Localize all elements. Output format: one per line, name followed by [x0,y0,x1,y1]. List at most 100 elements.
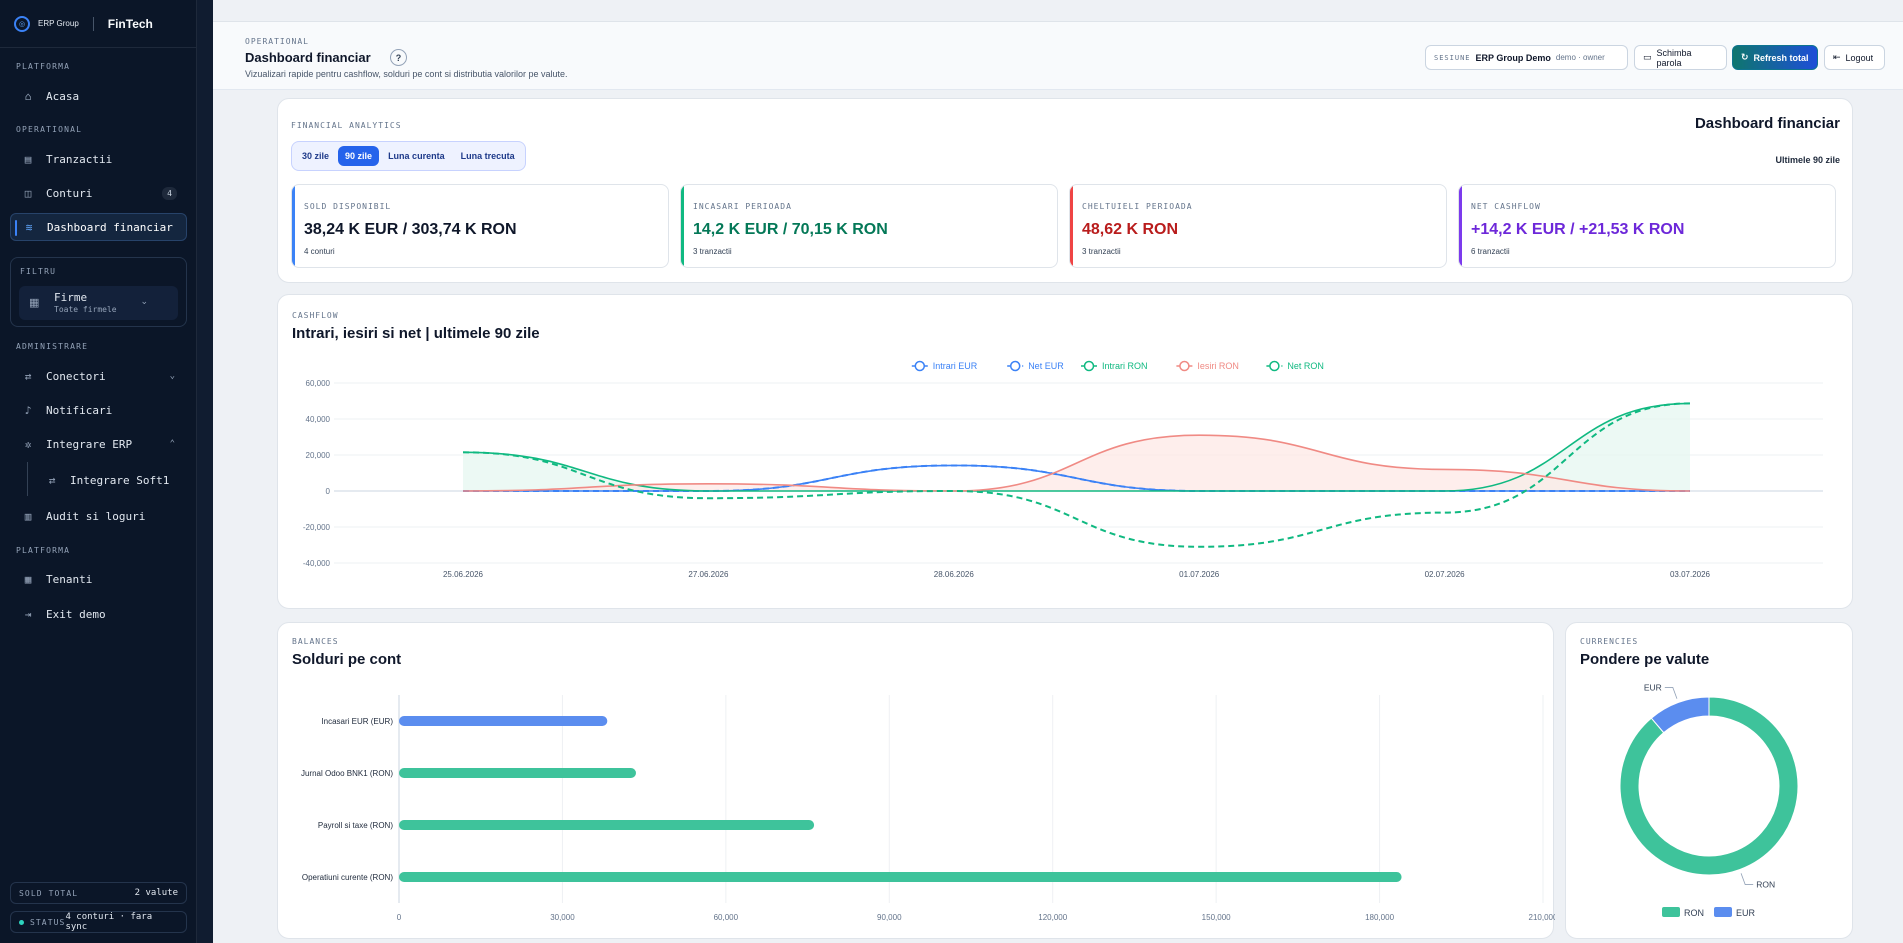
balances-title: Solduri pe cont [292,651,402,668]
session-chip: SESIUNE ERP Group Demo demo · owner [1425,45,1628,70]
legend-label: Net EUR [1028,361,1064,371]
kpi-value: 38,24 K EUR / 303,74 K RON [304,221,517,238]
kpi-sub: 3 tranzactii [1082,247,1121,256]
nav-item-tranzactii[interactable]: ▤ Tranzactii [10,145,187,173]
building-icon: ▦ [29,297,40,309]
network-icon: ✲ [24,437,32,451]
x-tick-label: 03.07.2026 [1670,570,1711,579]
cashflow-chart: 60,000 40,000 20,000 0 -20,000 -40,000 25.06.2… [303,360,1823,579]
period-option[interactable]: 30 zile [302,151,330,161]
donut-leader-line [1740,873,1754,885]
legend-label: EUR [1736,908,1756,918]
home-icon: ⌂ [24,89,32,103]
logout-button[interactable]: ⇤ Logout [1824,45,1885,70]
kpi-card: SOLD DISPONIBIL 38,24 K EUR / 303,74 K R… [291,184,669,268]
brand[interactable]: ◎ ERP Group FinTech [0,0,196,48]
x-tick-label: 210,000 [1529,913,1555,922]
select-title: Firme [54,291,88,304]
select-subtitle: Toate firmele [54,305,117,314]
bar-category-label: Incasari EUR (EUR) [321,717,393,726]
bar [399,820,815,830]
donut-slice-label: EUR [1644,682,1662,692]
analytics-card: FINANCIAL ANALYTICS Dashboard financiar … [277,98,1853,283]
nav-item-acasa[interactable]: ⌂ Acasa [10,82,187,110]
legend-item: Intrari RON [1081,360,1148,372]
currencies-card: CURRENCIES Pondere pe valute RON EUR RON EU… [1565,622,1853,939]
receipt-icon: ▤ [24,152,32,166]
x-tick-label: 60,000 [714,913,739,922]
legend-label: Iesiri RON [1197,361,1239,371]
cashflow-title: Intrari, iesiri si net | ultimele 90 zil… [292,325,540,342]
nav-label: Notificari [46,403,113,417]
kpi-value: +14,2 K EUR / +21,53 K RON [1471,221,1685,238]
x-tick-label: 0 [397,913,402,922]
session-role: demo · owner [1555,53,1605,62]
chevron-down-icon: ⌄ [169,371,175,381]
period-option[interactable]: Luna curenta [388,151,445,161]
kpi-card: NET CASHFLOW +14,2 K EUR / +21,53 K RON … [1458,184,1836,268]
nav-label: Acasa [46,89,80,103]
change-password-button[interactable]: ▭ Schimba parola [1634,45,1727,70]
series-line-net-ron [462,402,1691,548]
nav-label: Conectori [46,369,106,383]
top-strip [213,0,1903,22]
status-label: STATUS [29,917,66,927]
nav-item-integrare-erp[interactable]: ✲ Integrare ERP ⌃ [10,430,187,458]
bar [399,872,1402,882]
nav-label: Tranzactii [46,152,113,166]
company-select[interactable]: ▦ Firme Toate firmele ⌄ [19,286,178,320]
nav-item-conturi[interactable]: ◫ Conturi 4 [10,179,187,207]
nav-label: Conturi [46,186,93,200]
status-panel: STATUS 4 conturi · fara sync [10,911,187,933]
sidebar-gutter [197,0,213,943]
legend-item: Iesiri RON [1176,360,1239,372]
nav-item-notificari[interactable]: ♪ Notificari [10,396,187,424]
balances-chart: 0 30,000 60,000 90,000 120,000 150,000 180,000… [301,695,1555,922]
bell-icon: ♪ [24,403,32,417]
nav-item-conectori[interactable]: ⇄ Conectori ⌄ [10,362,187,390]
kpi-accent [681,185,684,267]
cashflow-card: CASHFLOW Intrari, iesiri si net | ultime… [277,294,1853,609]
chevron-up-icon: ⌃ [169,439,175,449]
donut-slice-label: RON [1756,880,1775,890]
analytics-eyebrow: FINANCIAL ANALYTICS [291,121,402,130]
period-option-active[interactable]: 90 zile [338,146,380,166]
kpi-value: 48,62 K RON [1082,221,1179,238]
kpi-card: INCASARI PERIOADA 14,2 K EUR / 70,15 K R… [680,184,1058,268]
x-tick-label: 90,000 [877,913,902,922]
nav-item-integrare-soft1[interactable]: ⇄ Integrare Soft1 [34,466,187,494]
section-operational: OPERATIONAL [16,125,83,134]
legend-swatch-marker [1083,360,1095,372]
x-tick-label: 180,000 [1365,913,1394,922]
nav-item-tenanti[interactable]: ▦ Tenanti [10,565,187,593]
period-selector: 30 zile 90 zile Luna curenta Luna trecut… [291,141,526,171]
legend-swatch [1714,907,1732,917]
count-badge: 4 [162,186,177,200]
nav-item-dashboard[interactable]: ≋ Dashboard financiar [10,213,187,241]
legend-swatch-marker [1269,360,1280,372]
kpi-value: 14,2 K EUR / 70,15 K RON [693,221,888,238]
refresh-icon: ↻ [1741,52,1749,62]
page-header: OPERATIONAL Dashboard financiar ? Vizual… [213,22,1903,90]
help-icon[interactable]: ? [390,49,407,66]
legend-swatch-marker [914,360,926,372]
bar [399,768,636,778]
nav-item-audit[interactable]: ▥ Audit si loguri [10,502,187,530]
y-tick-label: -20,000 [303,523,331,532]
period-option[interactable]: Luna trecuta [460,151,515,161]
refresh-button[interactable]: ↻ Refresh total [1732,45,1818,70]
series-line-net-eur [463,464,1690,492]
nav-label: Audit si loguri [46,509,146,523]
page-description: Vizualizari rapide pentru cashflow, sold… [245,69,568,79]
kpi-accent [1070,185,1073,267]
legend-label: Net RON [1287,361,1324,371]
chart-icon: ≋ [25,220,33,234]
logout-label: Logout [1845,52,1874,63]
legend-label: Intrari EUR [933,361,978,371]
balances-eyebrow: BALANCES [292,637,339,646]
refresh-label: Refresh total [1753,52,1809,63]
donut-slice-eur [1650,696,1710,734]
nav-item-exit-demo[interactable]: ⇥ Exit demo [10,600,187,628]
brand-app-name: FinTech [107,16,153,31]
kpi-sub: 6 tranzactii [1471,247,1510,256]
